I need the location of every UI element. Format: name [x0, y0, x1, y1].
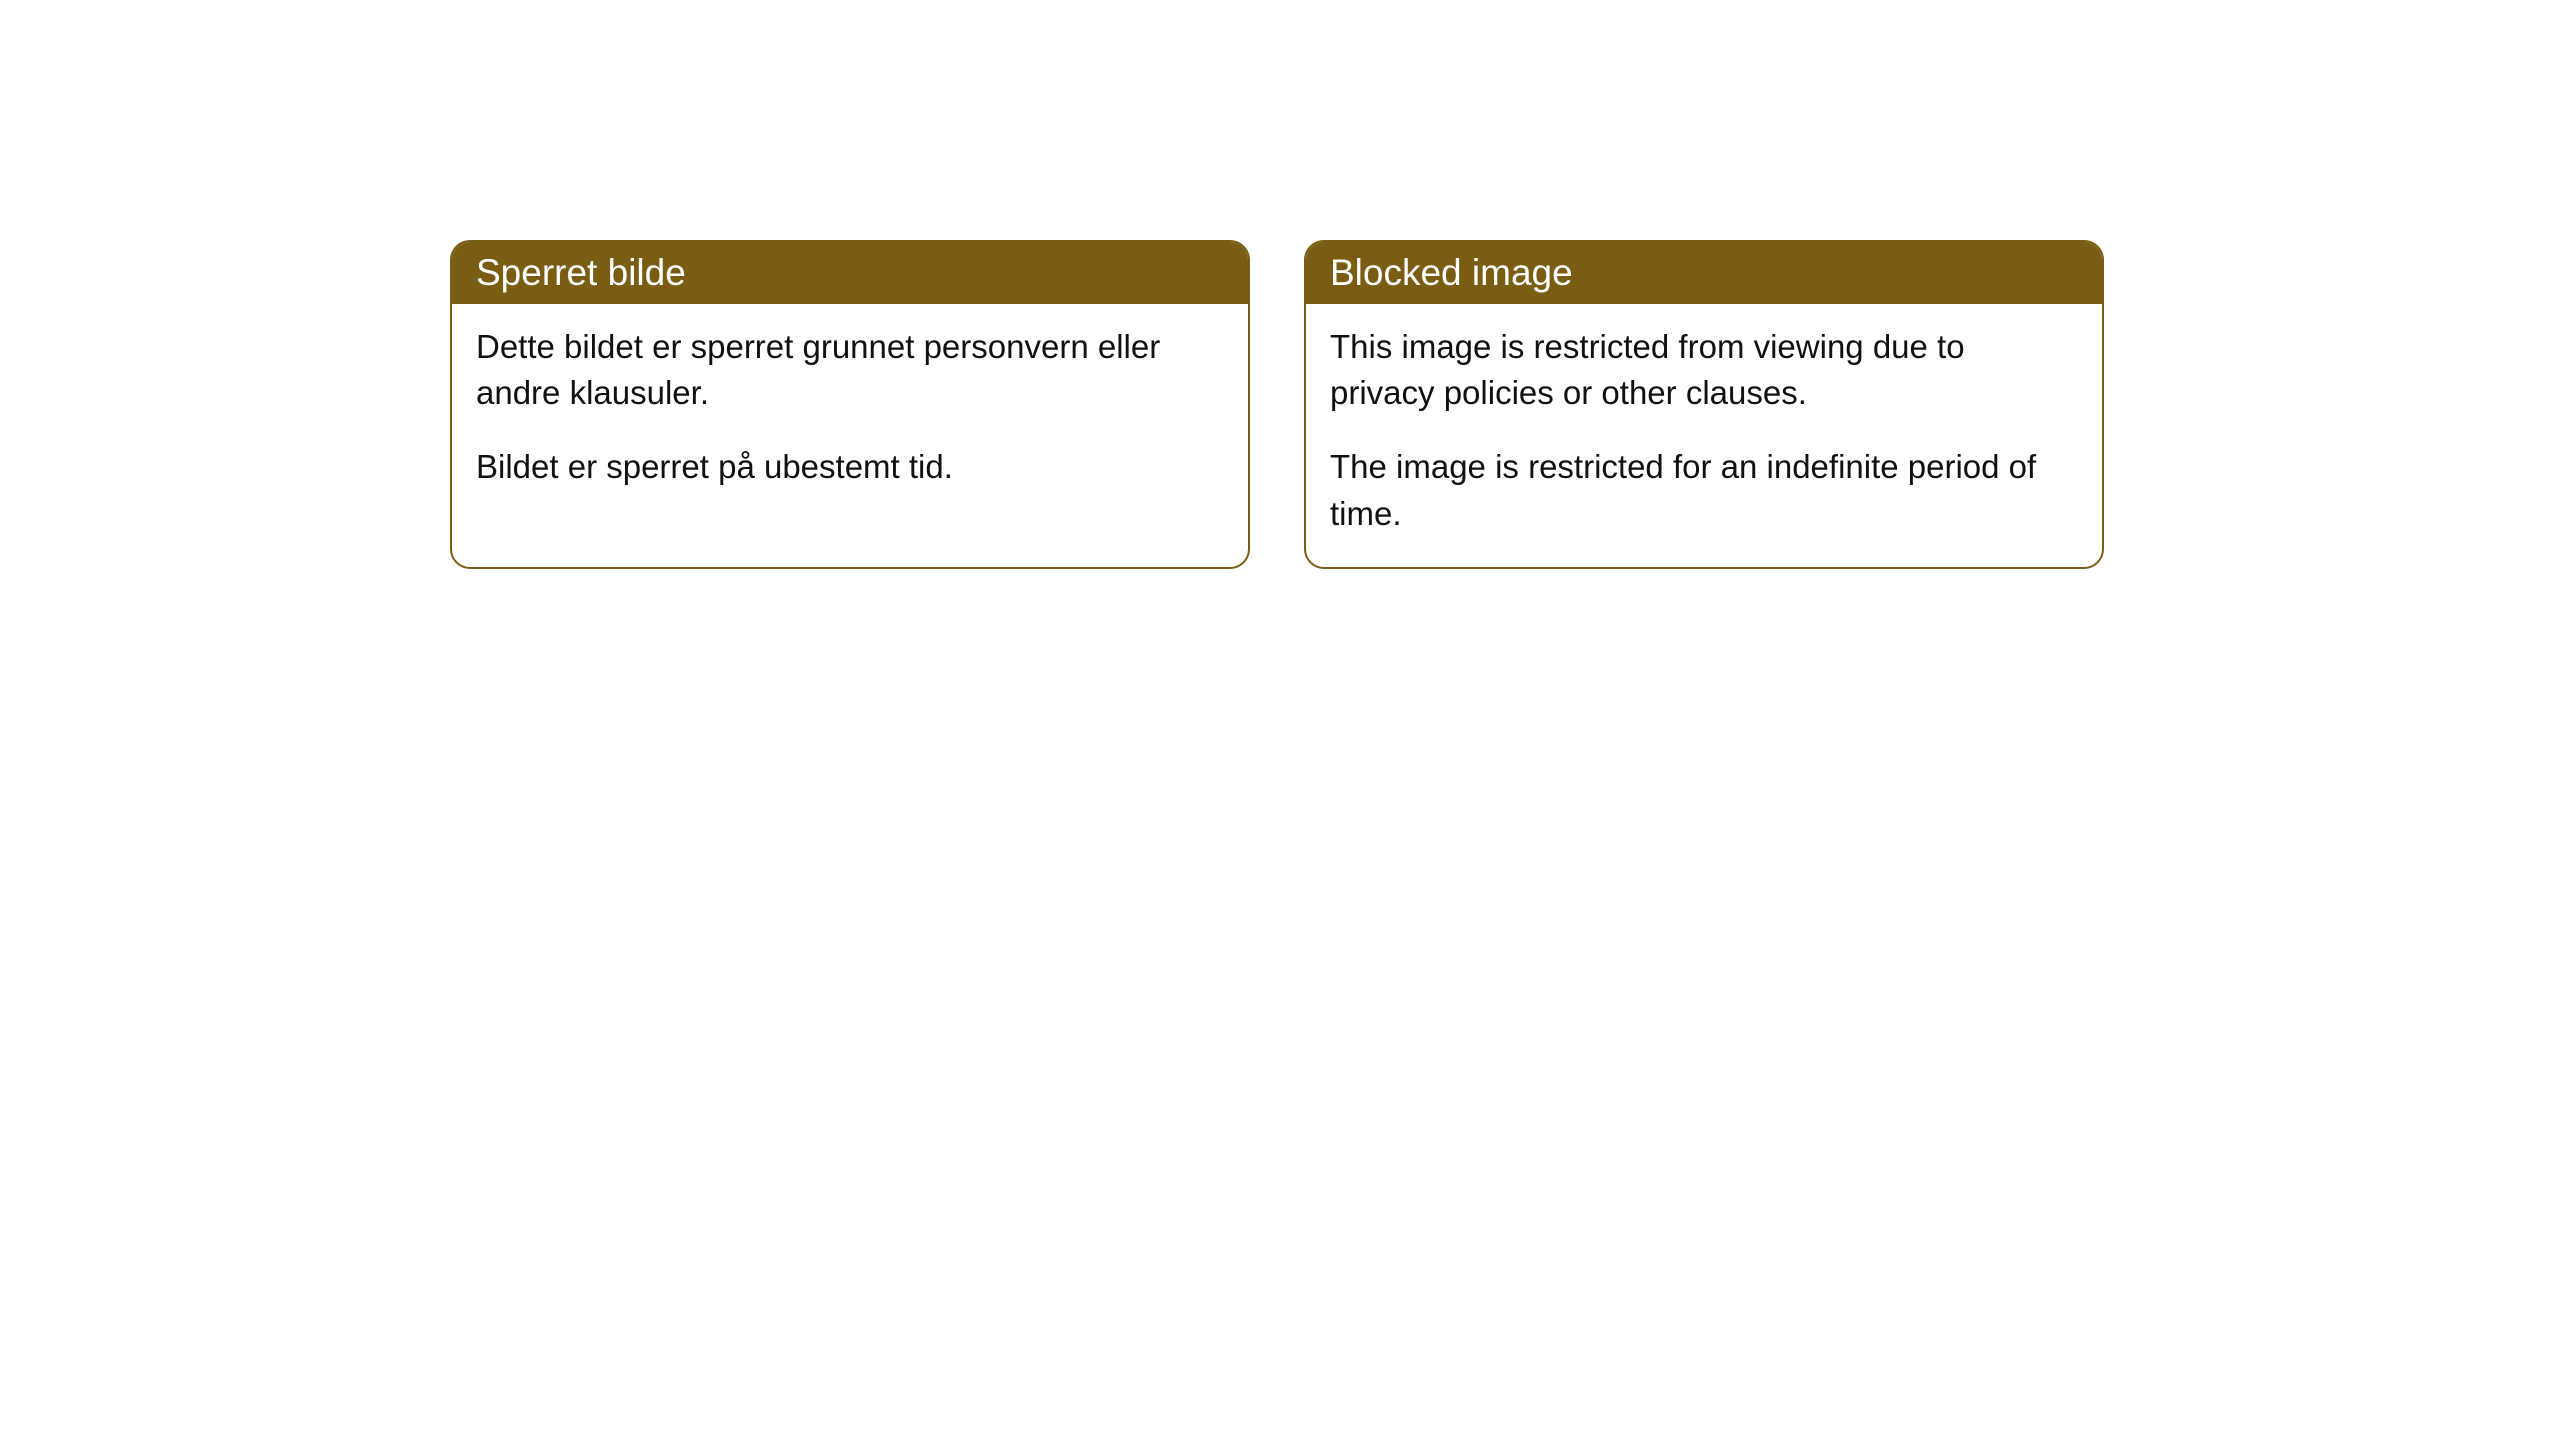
card-body-english: This image is restricted from viewing du… [1306, 304, 2102, 567]
card-paragraph-1-english: This image is restricted from viewing du… [1330, 324, 2078, 416]
card-paragraph-1-norwegian: Dette bildet er sperret grunnet personve… [476, 324, 1224, 416]
cards-container: Sperret bilde Dette bildet er sperret gr… [450, 240, 2104, 569]
card-norwegian: Sperret bilde Dette bildet er sperret gr… [450, 240, 1250, 569]
card-paragraph-2-english: The image is restricted for an indefinit… [1330, 444, 2078, 536]
card-paragraph-2-norwegian: Bildet er sperret på ubestemt tid. [476, 444, 1224, 490]
card-body-norwegian: Dette bildet er sperret grunnet personve… [452, 304, 1248, 521]
card-title-english: Blocked image [1306, 242, 2102, 304]
card-title-norwegian: Sperret bilde [452, 242, 1248, 304]
card-english: Blocked image This image is restricted f… [1304, 240, 2104, 569]
